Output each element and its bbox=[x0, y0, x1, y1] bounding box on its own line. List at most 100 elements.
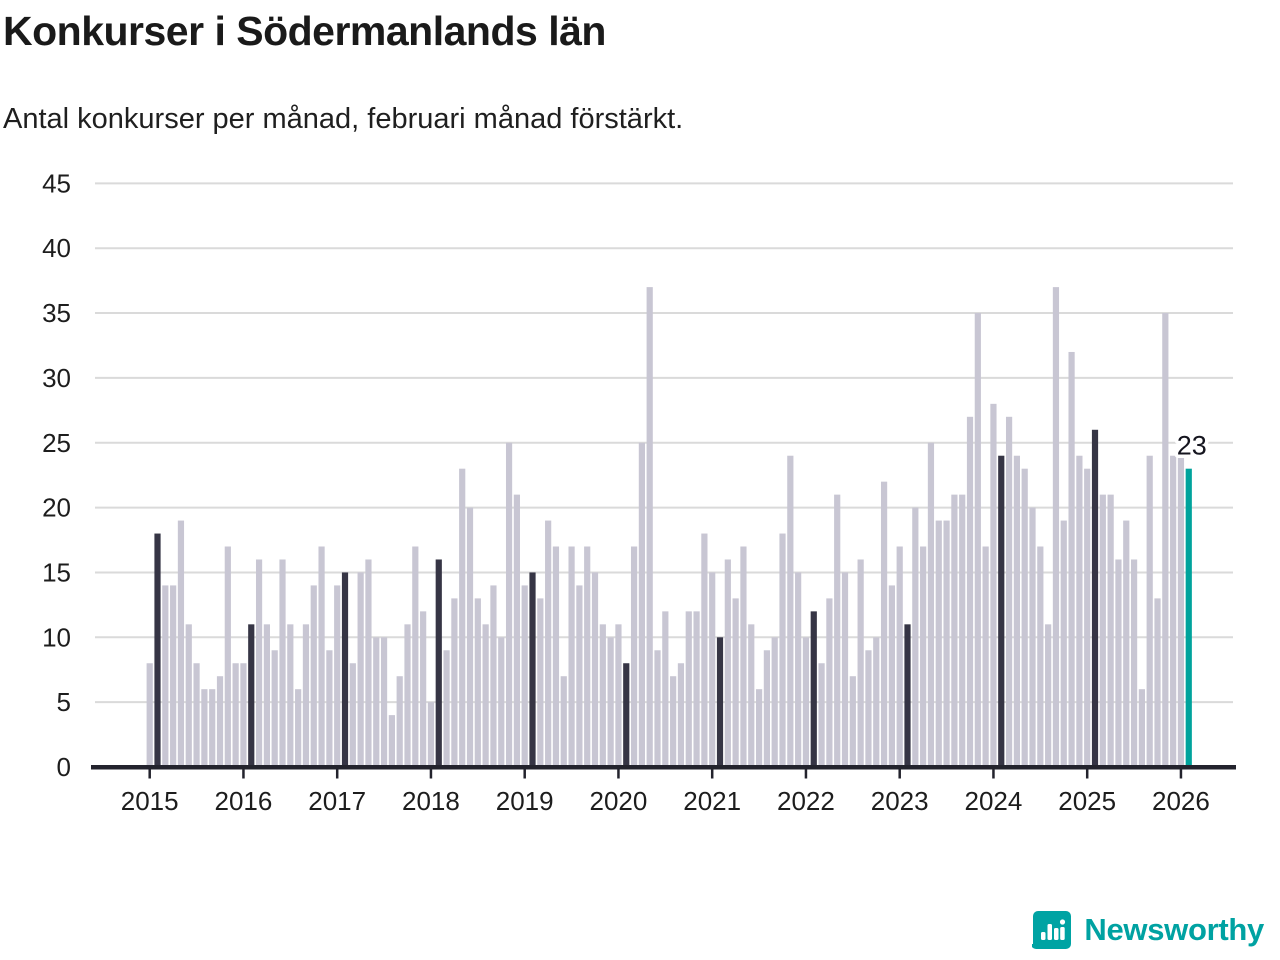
bar-2017-02[interactable] bbox=[341, 572, 349, 767]
bar-2021-10[interactable] bbox=[779, 533, 786, 767]
bar-2024-12[interactable] bbox=[1076, 455, 1083, 767]
bar-2021-06[interactable] bbox=[748, 624, 755, 767]
bar-2020-05[interactable] bbox=[646, 287, 653, 767]
bar-2015-02[interactable] bbox=[154, 533, 161, 767]
bar-2021-05[interactable] bbox=[740, 546, 747, 767]
bar-2017-12[interactable] bbox=[420, 611, 427, 767]
bar-2015-11[interactable] bbox=[224, 546, 231, 767]
bar-2023-11[interactable] bbox=[974, 313, 981, 767]
bar-2015-12[interactable] bbox=[232, 663, 239, 767]
bar-2023-05[interactable] bbox=[927, 442, 935, 767]
bar-2017-05[interactable] bbox=[365, 559, 372, 767]
bar-2023-06[interactable] bbox=[935, 520, 942, 767]
bar-2021-12[interactable] bbox=[795, 572, 802, 767]
bar-2022-02[interactable] bbox=[810, 611, 817, 767]
bar-2015-08[interactable] bbox=[201, 689, 208, 767]
bar-2019-06[interactable] bbox=[560, 676, 567, 767]
bar-2019-04[interactable] bbox=[545, 520, 552, 767]
bar-2023-02[interactable] bbox=[904, 624, 911, 767]
bar-2023-04[interactable] bbox=[920, 546, 927, 767]
bar-2016-11[interactable] bbox=[318, 546, 325, 767]
bar-2025-03[interactable] bbox=[1099, 494, 1106, 767]
bar-2025-10[interactable] bbox=[1154, 598, 1161, 767]
bar-2018-05[interactable] bbox=[459, 468, 466, 767]
bar-2025-06[interactable] bbox=[1123, 520, 1130, 767]
bar-2021-09[interactable] bbox=[771, 637, 778, 767]
bar-2023-12[interactable] bbox=[982, 546, 989, 767]
bar-2019-02[interactable] bbox=[529, 572, 536, 767]
bar-2024-11[interactable] bbox=[1068, 351, 1075, 767]
bar-2017-10[interactable] bbox=[404, 624, 411, 767]
bar-2020-03[interactable] bbox=[630, 546, 638, 767]
bar-2019-12[interactable] bbox=[607, 637, 614, 767]
bar-2020-01[interactable] bbox=[615, 624, 622, 767]
bar-2022-08[interactable] bbox=[857, 559, 864, 767]
bar-2018-09[interactable] bbox=[490, 585, 497, 767]
bar-2023-08[interactable] bbox=[951, 494, 958, 767]
bar-2025-07[interactable] bbox=[1130, 559, 1138, 767]
bar-2015-06[interactable] bbox=[185, 624, 192, 767]
bar-2024-05[interactable] bbox=[1021, 468, 1028, 767]
bar-2025-09[interactable] bbox=[1146, 455, 1153, 767]
bar-2018-04[interactable] bbox=[451, 598, 458, 767]
bar-2024-10[interactable] bbox=[1060, 520, 1067, 767]
bar-2024-09[interactable] bbox=[1052, 287, 1060, 767]
bar-2019-03[interactable] bbox=[537, 598, 544, 767]
bar-2018-07[interactable] bbox=[474, 598, 481, 767]
bar-2022-06[interactable] bbox=[841, 572, 849, 767]
bar-2024-02[interactable] bbox=[998, 455, 1005, 767]
bar-2025-02[interactable] bbox=[1091, 429, 1099, 767]
bar-2015-07[interactable] bbox=[193, 663, 200, 767]
bar-2025-04[interactable] bbox=[1107, 494, 1114, 767]
bar-2015-10[interactable] bbox=[216, 676, 224, 767]
bar-2024-08[interactable] bbox=[1045, 624, 1052, 767]
bar-2020-07[interactable] bbox=[662, 611, 669, 767]
bar-2018-03[interactable] bbox=[443, 650, 450, 767]
bar-2018-02[interactable] bbox=[435, 559, 442, 767]
bar-2015-05[interactable] bbox=[177, 520, 185, 767]
bar-2020-06[interactable] bbox=[654, 650, 661, 767]
bar-2020-12[interactable] bbox=[701, 533, 708, 767]
bar-2025-08[interactable] bbox=[1138, 689, 1145, 767]
bar-2023-10[interactable] bbox=[966, 416, 974, 767]
bar-2015-04[interactable] bbox=[170, 585, 177, 767]
bar-2021-02[interactable] bbox=[716, 637, 724, 767]
bar-2022-11[interactable] bbox=[880, 481, 888, 767]
bar-2022-12[interactable] bbox=[888, 585, 895, 767]
bar-2016-10[interactable] bbox=[310, 585, 317, 767]
bar-2025-01[interactable] bbox=[1084, 468, 1091, 767]
bar-2016-05[interactable] bbox=[271, 650, 278, 767]
bar-2016-07[interactable] bbox=[287, 624, 294, 767]
bar-2015-09[interactable] bbox=[209, 689, 216, 767]
bar-2016-08[interactable] bbox=[295, 689, 302, 767]
bar-2021-01[interactable] bbox=[709, 572, 716, 767]
bar-2018-06[interactable] bbox=[466, 507, 474, 767]
bar-2017-04[interactable] bbox=[357, 572, 364, 767]
bar-2020-02[interactable] bbox=[623, 663, 630, 767]
bar-2021-07[interactable] bbox=[755, 689, 763, 767]
bar-2022-07[interactable] bbox=[849, 676, 856, 767]
newsworthy-logo[interactable]: Newsworthy bbox=[1032, 910, 1264, 950]
bar-2018-11[interactable] bbox=[505, 442, 513, 767]
bar-2024-03[interactable] bbox=[1005, 416, 1013, 767]
bar-2019-11[interactable] bbox=[599, 624, 606, 767]
bar-2024-07[interactable] bbox=[1037, 546, 1044, 767]
bar-2015-01[interactable] bbox=[146, 663, 153, 767]
bar-2025-12[interactable] bbox=[1170, 455, 1177, 767]
bar-2016-01[interactable] bbox=[240, 663, 247, 767]
bar-2018-12[interactable] bbox=[513, 494, 520, 767]
bar-2017-03[interactable] bbox=[349, 663, 356, 767]
bar-2021-03[interactable] bbox=[724, 559, 731, 767]
bar-2020-10[interactable] bbox=[685, 611, 692, 767]
bar-2015-03[interactable] bbox=[162, 585, 169, 767]
bar-2020-04[interactable] bbox=[638, 442, 645, 767]
bar-2022-03[interactable] bbox=[818, 663, 825, 767]
bar-2022-04[interactable] bbox=[826, 598, 833, 767]
bar-2018-10[interactable] bbox=[498, 637, 505, 767]
bar-2018-08[interactable] bbox=[482, 624, 489, 767]
bar-2016-02[interactable] bbox=[248, 624, 255, 767]
bar-2023-03[interactable] bbox=[912, 507, 919, 767]
bar-2026-01[interactable] bbox=[1177, 455, 1185, 767]
bar-2019-09[interactable] bbox=[584, 546, 591, 767]
bar-2025-05[interactable] bbox=[1115, 559, 1122, 767]
